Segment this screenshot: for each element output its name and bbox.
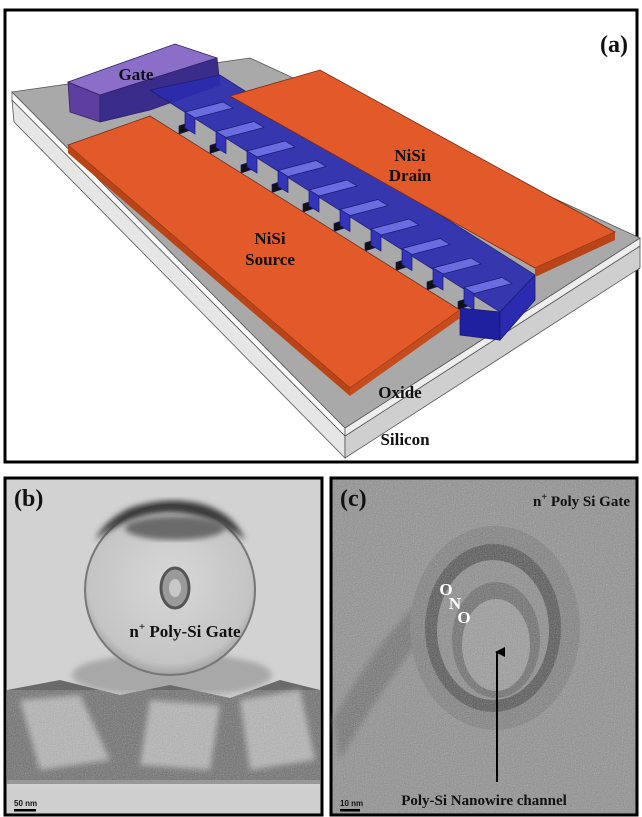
panel-label: (a) — [600, 32, 628, 58]
panel-label: (b) — [14, 486, 43, 512]
layer-label: O — [457, 608, 470, 627]
panel-c: O N O Poly-Si Nanowire channel 10 nm (c)… — [331, 478, 637, 815]
oxide-line — [7, 780, 320, 784]
scale-bar — [14, 809, 36, 812]
gate-label: Gate — [119, 65, 154, 84]
source-label: NiSi — [254, 229, 285, 248]
panel-a: (a) Gate NiSi Drain NiSi Source Oxide Si… — [5, 10, 640, 462]
panel-label: (c) — [340, 486, 367, 512]
scale-bar-label: 10 nm — [340, 799, 363, 808]
nanowire-core — [169, 579, 181, 597]
panel-b: 50 nm (b) n+ Poly-Si Gate — [5, 478, 322, 815]
tem-texture — [333, 480, 635, 813]
scale-bar-label: 50 nm — [14, 799, 37, 808]
substrate-texture — [7, 690, 320, 780]
channel-label: Poly-Si Nanowire channel — [401, 793, 567, 809]
gate-end — [460, 308, 500, 340]
scale-bar — [340, 809, 360, 812]
bottom-layer — [7, 788, 320, 813]
gate-shade — [125, 516, 225, 540]
gate-label: n+ Poly-Si Gate — [129, 621, 241, 641]
gate-label-rest: Poly Si Gate — [547, 494, 630, 510]
figure: (a) Gate NiSi Drain NiSi Source Oxide Si… — [0, 0, 642, 817]
oxide-label: Oxide — [378, 383, 422, 402]
gate-label-rest: Poly-Si Gate — [145, 622, 241, 641]
gate-label: n+ Poly Si Gate — [533, 492, 630, 510]
drain-label: NiSi — [394, 146, 425, 165]
drain-label: Drain — [389, 166, 432, 185]
silicon-label: Silicon — [380, 430, 430, 449]
source-label: Source — [245, 250, 295, 269]
